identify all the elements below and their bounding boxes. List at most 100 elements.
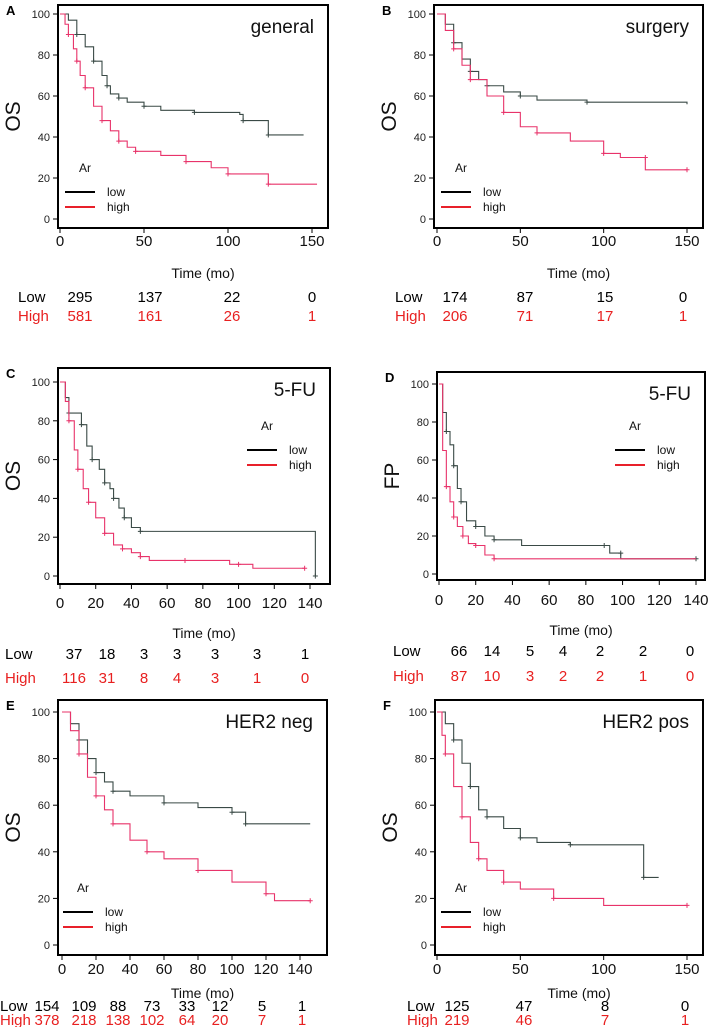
y-tick-label: 20 <box>38 173 50 185</box>
x-tick-label: 20 <box>467 592 484 609</box>
panel-letter: C <box>6 366 16 381</box>
x-tick-label: 0 <box>433 233 441 250</box>
censor-mark-high <box>476 856 482 862</box>
risk-count-low: 125 <box>444 998 469 1015</box>
risk-count-high: 1 <box>253 670 261 687</box>
censor-mark-high <box>642 155 648 160</box>
risk-count-high: 0 <box>301 670 309 687</box>
censor-mark-low <box>141 103 147 109</box>
censor-mark-high <box>82 85 88 91</box>
y-tick-label: 0 <box>420 214 426 226</box>
x-axis-label: Time (mo) <box>172 625 235 641</box>
censor-mark-high <box>467 77 473 83</box>
risk-count-low: 66 <box>451 643 468 660</box>
km-curve-low <box>437 711 659 878</box>
risk-count-high: 31 <box>99 670 116 687</box>
legend-title: Ar <box>629 419 641 433</box>
x-tick-label: 80 <box>195 595 212 612</box>
risk-count-high: 8 <box>140 670 148 687</box>
censor-mark-low <box>111 495 117 501</box>
legend-title: Ar <box>79 161 91 175</box>
km-curve-low <box>60 381 316 576</box>
risk-label-low: Low <box>395 289 423 306</box>
risk-count-high: 116 <box>62 670 86 687</box>
y-tick-label: 0 <box>44 940 50 952</box>
risk-label-high: High <box>393 668 424 685</box>
censor-mark-high <box>263 891 269 897</box>
y-tick-label: 40 <box>38 132 50 144</box>
risk-count-low: 3 <box>173 646 181 663</box>
x-tick-label: 40 <box>122 961 139 978</box>
risk-count-high: 10 <box>484 668 501 685</box>
risk-count-high: 102 <box>139 1012 164 1027</box>
censor-mark-low <box>517 93 523 99</box>
x-tick-label: 140 <box>297 595 322 612</box>
x-tick-label: 150 <box>674 233 699 250</box>
legend-title: Ar <box>77 881 89 895</box>
x-axis-label: Time (mo) <box>171 985 234 1001</box>
y-axis-label: OS <box>378 101 401 131</box>
x-tick-label: 0 <box>435 592 443 609</box>
censor-mark-low <box>484 814 490 820</box>
risk-count-low: 2 <box>596 643 604 660</box>
censor-mark-high <box>195 867 201 873</box>
panel-letter: D <box>385 370 394 385</box>
plot-frame <box>57 699 328 956</box>
censor-mark-low <box>584 99 590 105</box>
censor-mark-low <box>458 499 464 505</box>
risk-count-high: 161 <box>137 308 162 325</box>
legend-label-high: high <box>483 920 506 934</box>
panel-title: general <box>251 17 314 38</box>
censor-mark-high <box>137 554 143 560</box>
legend-label-high: high <box>107 200 130 214</box>
risk-label-low: Low <box>393 643 421 660</box>
panel-letter: B <box>382 3 391 18</box>
censor-mark-high <box>102 530 108 536</box>
risk-count-low: 33 <box>179 998 196 1015</box>
y-tick-label: 80 <box>414 50 426 62</box>
risk-table: Low High 174 87 15 0 206 71 17 1 <box>395 289 687 325</box>
x-tick-label: 20 <box>88 961 105 978</box>
x-axis-label: Time (mo) <box>547 985 610 1001</box>
y-tick-label: 100 <box>32 377 50 389</box>
x-tick-label: 100 <box>591 233 616 250</box>
x-tick-label: 100 <box>610 592 635 609</box>
y-tick-label: 20 <box>38 532 50 544</box>
censor-mark-high <box>501 109 507 115</box>
y-tick-label: 100 <box>32 707 50 719</box>
risk-count-high: 138 <box>105 1012 130 1027</box>
risk-count-low: 0 <box>308 289 316 306</box>
y-tick-label: 20 <box>417 531 429 543</box>
risk-count-high: 3 <box>211 670 219 687</box>
plot-frame <box>436 371 706 581</box>
risk-count-high: 1 <box>298 1012 306 1027</box>
panel-title: HER2 neg <box>225 712 313 733</box>
panel-title: HER2 pos <box>602 712 689 733</box>
censor-mark-low <box>91 58 97 64</box>
risk-count-high: 218 <box>71 1012 96 1027</box>
censor-mark-low <box>104 83 110 89</box>
y-tick-label: 40 <box>414 132 426 144</box>
risk-count-high: 7 <box>258 1012 266 1027</box>
censor-mark-high <box>491 556 497 562</box>
plot-frame <box>433 4 704 229</box>
x-tick-label: 120 <box>253 961 278 978</box>
censor-mark-high <box>236 561 242 567</box>
risk-count-high: 1 <box>681 1012 689 1027</box>
plot-frame <box>57 367 331 585</box>
panel-title: 5-FU <box>649 384 691 405</box>
risk-count-high: 46 <box>516 1012 533 1027</box>
risk-count-low: 3 <box>211 646 219 663</box>
censor-mark-low <box>641 874 647 880</box>
censor-mark-high <box>459 814 465 820</box>
y-tick-label: 100 <box>411 379 429 391</box>
risk-count-low: 73 <box>144 998 161 1015</box>
y-tick-label: 100 <box>408 9 426 21</box>
risk-count-high: 1 <box>679 308 687 325</box>
censor-mark-high <box>66 418 72 424</box>
